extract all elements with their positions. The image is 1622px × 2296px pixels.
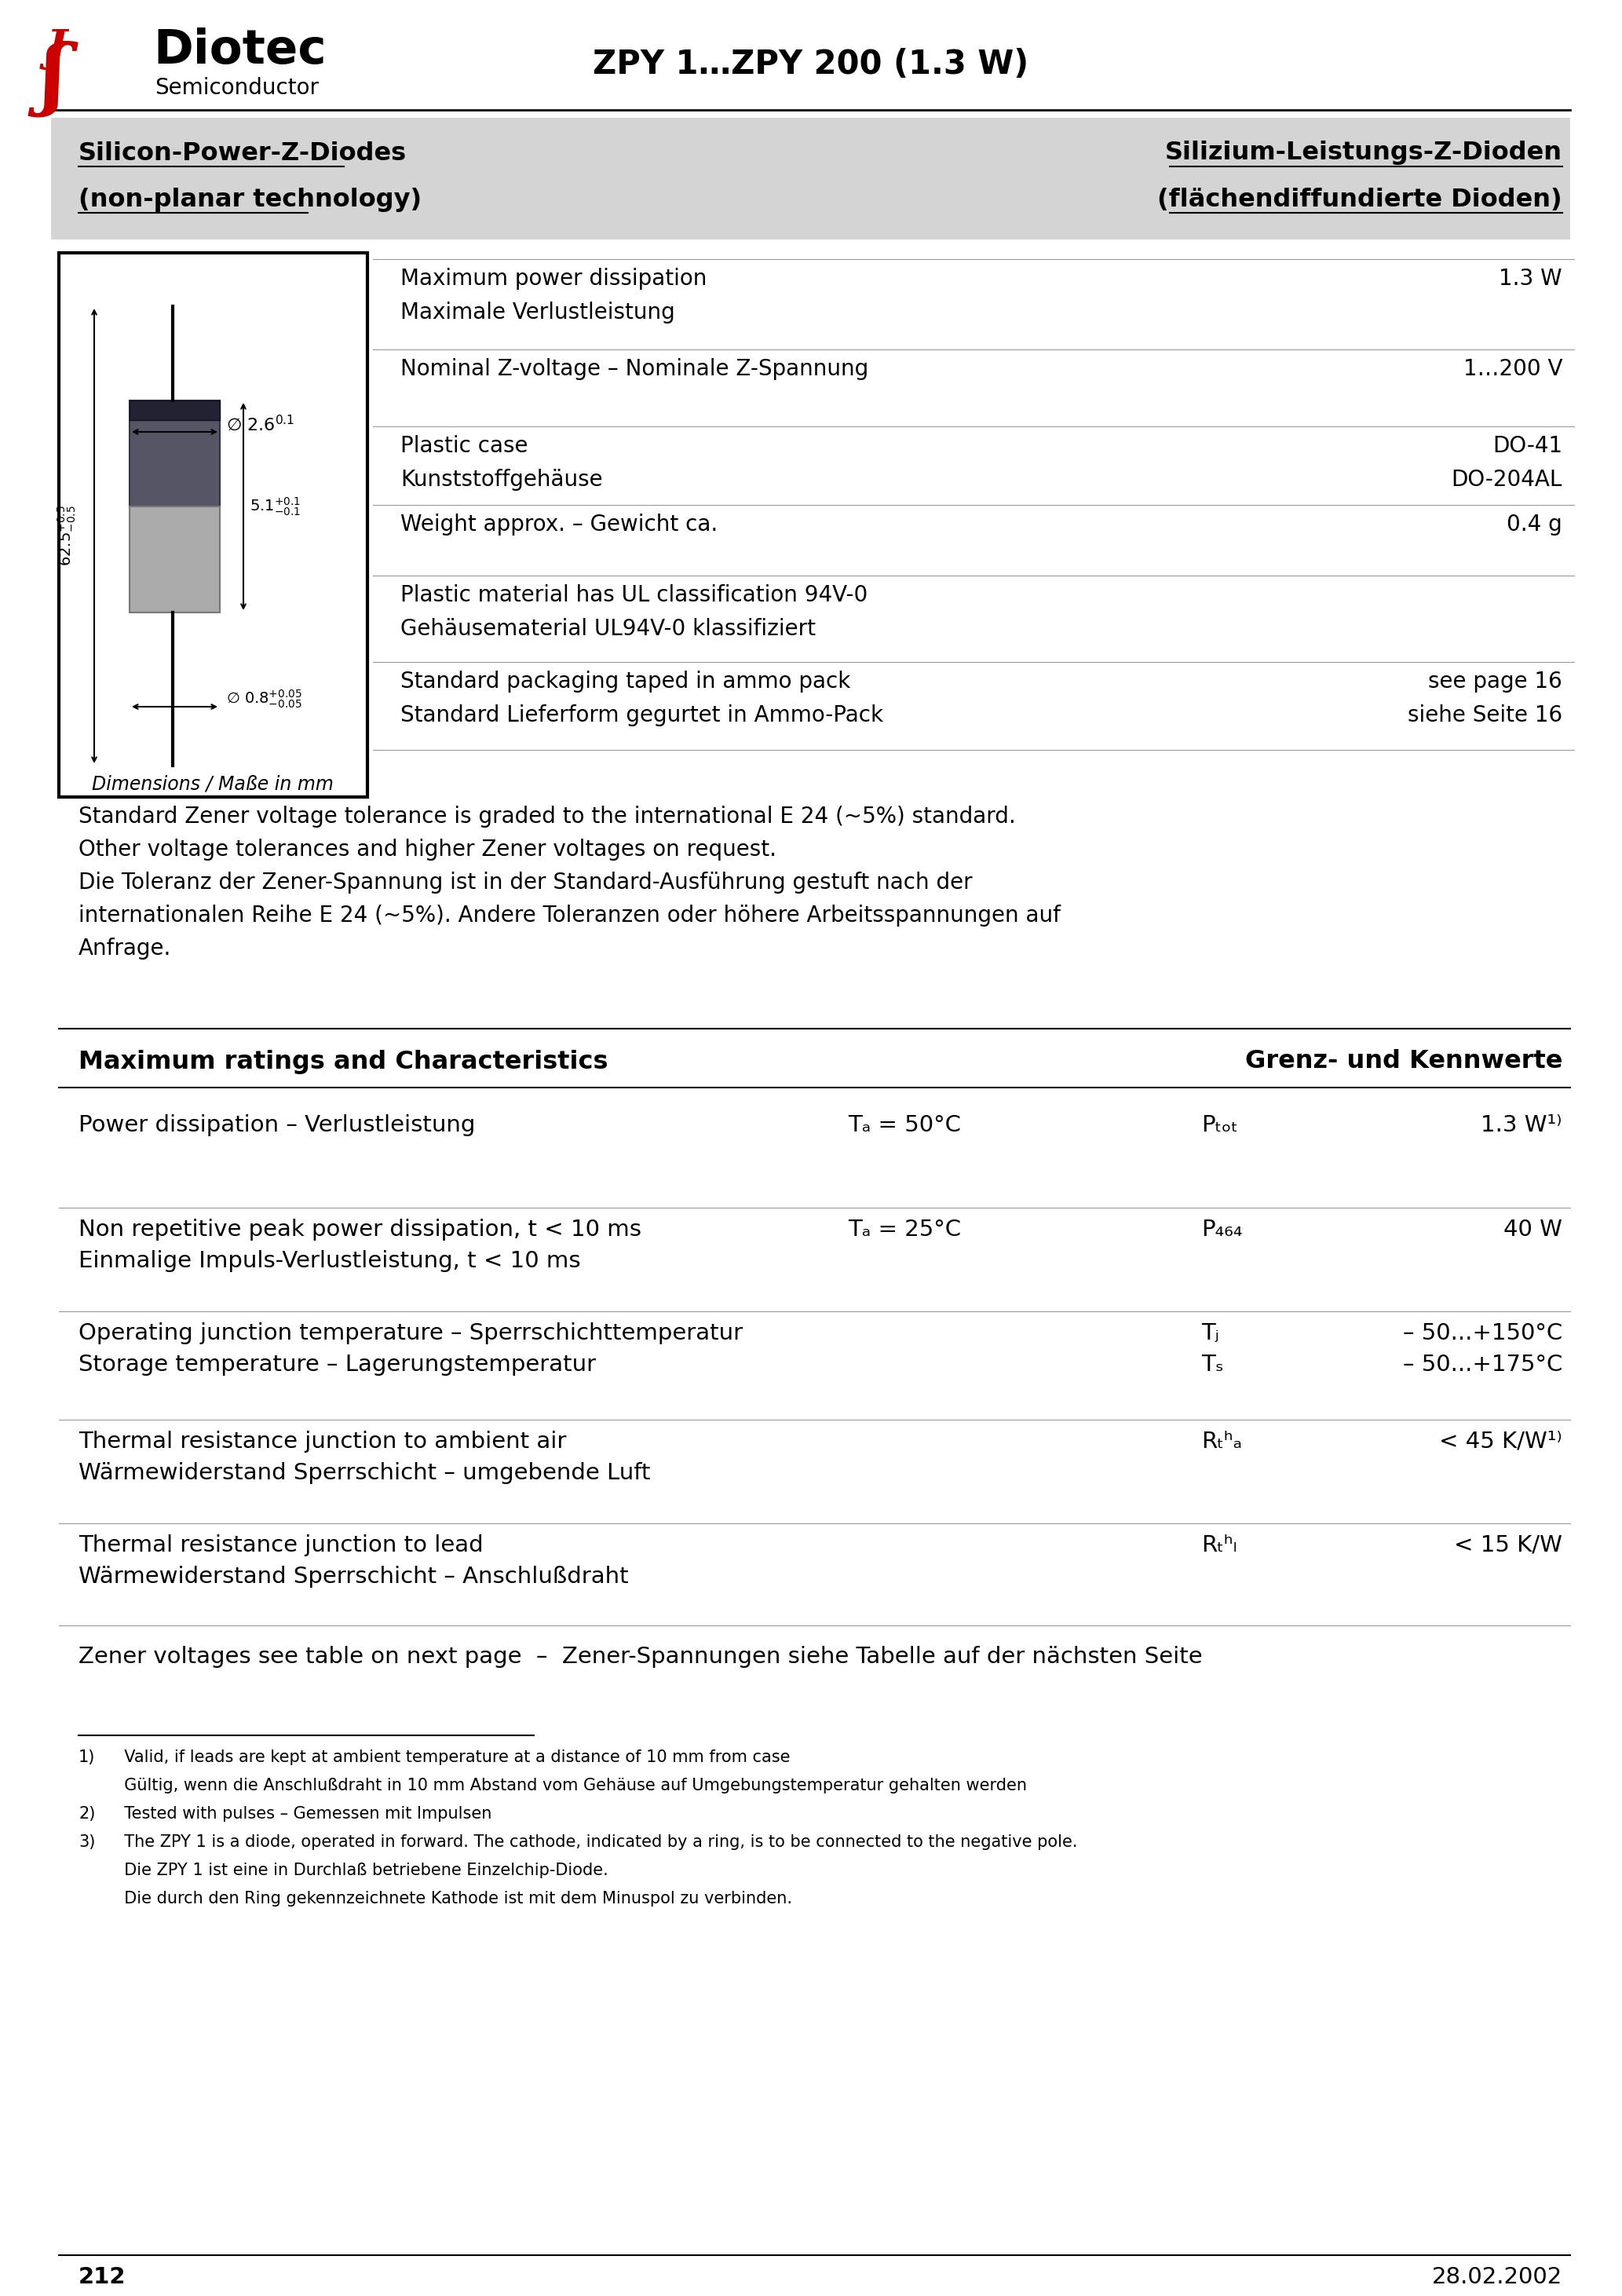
Bar (50, 117, 1570, 239)
Text: 1…200 V: 1…200 V (1463, 358, 1562, 381)
Text: – 50...+150°C: – 50...+150°C (1403, 1322, 1562, 1343)
Text: 62.5$^{+0.5}_{-0.5}$: 62.5$^{+0.5}_{-0.5}$ (57, 505, 78, 567)
Text: Die ZPY 1 ist eine in Durchlaß betriebene Einzelchip-Diode.: Die ZPY 1 ist eine in Durchlaß betrieben… (114, 1862, 608, 1878)
Text: Die durch den Ring gekennzeichnete Kathode ist mit dem Minuspol zu verbinden.: Die durch den Ring gekennzeichnete Katho… (114, 1892, 792, 1906)
Text: Rₜʰₗ: Rₜʰₗ (1202, 1534, 1238, 1557)
Text: Storage temperature – Lagerungstemperatur: Storage temperature – Lagerungstemperatu… (78, 1355, 595, 1375)
Text: Gehäusematerial UL94V-0 klassifiziert: Gehäusematerial UL94V-0 klassifiziert (401, 618, 816, 641)
Text: < 45 K/W¹⁾: < 45 K/W¹⁾ (1439, 1430, 1562, 1453)
Text: Maximale Verlustleistung: Maximale Verlustleistung (401, 301, 675, 324)
Text: Wärmewiderstand Sperrschicht – Anschlußdraht: Wärmewiderstand Sperrschicht – Anschlußd… (78, 1566, 629, 1589)
Text: 0.4 g: 0.4 g (1507, 514, 1562, 535)
Text: 3): 3) (78, 1835, 96, 1851)
Text: Tₐ = 25°C: Tₐ = 25°C (848, 1219, 962, 1240)
Text: Tested with pulses – Gemessen mit Impulsen: Tested with pulses – Gemessen mit Impuls… (114, 1807, 491, 1821)
Text: Einmalige Impuls-Verlustleistung, t < 10 ms: Einmalige Impuls-Verlustleistung, t < 10… (78, 1249, 581, 1272)
Text: Maximum ratings and Characteristics: Maximum ratings and Characteristics (78, 1049, 608, 1075)
Text: Tⱼ: Tⱼ (1202, 1322, 1220, 1343)
Text: Pₜₒₜ: Pₜₒₜ (1202, 1114, 1238, 1137)
Bar (130, 400, 221, 420)
Text: Nominal Z-voltage – Nominale Z-Spannung: Nominal Z-voltage – Nominale Z-Spannung (401, 358, 868, 381)
Text: Valid, if leads are kept at ambient temperature at a distance of 10 mm from case: Valid, if leads are kept at ambient temp… (114, 1750, 790, 1766)
Text: P₄₆₄: P₄₆₄ (1202, 1219, 1242, 1240)
Text: (non-planar technology): (non-planar technology) (78, 188, 422, 214)
Text: 1.3 W¹⁾: 1.3 W¹⁾ (1481, 1114, 1562, 1137)
Text: Maximum power dissipation: Maximum power dissipation (401, 269, 707, 289)
Text: 28.02.2002: 28.02.2002 (1432, 2266, 1562, 2289)
Text: Standard Lieferform gegurtet in Ammo-Pack: Standard Lieferform gegurtet in Ammo-Pac… (401, 705, 884, 726)
Text: Rₜʰₐ: Rₜʰₐ (1202, 1430, 1242, 1453)
Text: (flächendiffundierte Dioden): (flächendiffundierte Dioden) (1158, 188, 1562, 214)
Text: < 15 K/W: < 15 K/W (1453, 1534, 1562, 1557)
Text: internationalen Reihe E 24 (~5%). Andere Toleranzen oder höhere Arbeitsspannunge: internationalen Reihe E 24 (~5%). Andere… (78, 905, 1061, 928)
Text: 40 W: 40 W (1504, 1219, 1562, 1240)
Text: 1.3 W: 1.3 W (1499, 269, 1562, 289)
Text: ʃ: ʃ (41, 41, 67, 117)
Text: Plastic material has UL classification 94V-0: Plastic material has UL classification 9… (401, 583, 868, 606)
Text: see page 16: see page 16 (1429, 670, 1562, 693)
Text: Operating junction temperature – Sperrschichttemperatur: Operating junction temperature – Sperrsc… (78, 1322, 743, 1343)
Text: siehe Seite 16: siehe Seite 16 (1408, 705, 1562, 726)
Text: Wärmewiderstand Sperrschicht – umgebende Luft: Wärmewiderstand Sperrschicht – umgebende… (78, 1463, 650, 1483)
Text: Thermal resistance junction to ambient air: Thermal resistance junction to ambient a… (78, 1430, 566, 1453)
Text: Dimensions / Maße in mm: Dimensions / Maße in mm (92, 774, 334, 792)
Text: Zener voltages see table on next page  –  Zener-Spannungen siehe Tabelle auf der: Zener voltages see table on next page – … (78, 1646, 1202, 1667)
Text: DO-41: DO-41 (1492, 434, 1562, 457)
Text: ZPY 1…ZPY 200 (1.3 W): ZPY 1…ZPY 200 (1.3 W) (594, 48, 1028, 80)
Text: 212: 212 (78, 2266, 127, 2289)
Text: Die Toleranz der Zener-Spannung ist in der Standard-Ausführung gestuft nach der: Die Toleranz der Zener-Spannung ist in d… (78, 872, 973, 893)
Text: Power dissipation – Verlustleistung: Power dissipation – Verlustleistung (78, 1114, 475, 1137)
Text: Standard packaging taped in ammo pack: Standard packaging taped in ammo pack (401, 670, 850, 693)
Text: DO-204AL: DO-204AL (1452, 468, 1562, 491)
Text: Standard Zener voltage tolerance is graded to the international E 24 (~5%) stand: Standard Zener voltage tolerance is grad… (78, 806, 1015, 827)
Text: Kunststoffgehäuse: Kunststoffgehäuse (401, 468, 603, 491)
Text: Thermal resistance junction to lead: Thermal resistance junction to lead (78, 1534, 483, 1557)
Text: Semiconductor: Semiconductor (154, 78, 320, 99)
Text: J: J (45, 28, 67, 71)
Text: Non repetitive peak power dissipation, t < 10 ms: Non repetitive peak power dissipation, t… (78, 1219, 641, 1240)
Text: Silizium-Leistungs-Z-Dioden: Silizium-Leistungs-Z-Dioden (1165, 140, 1562, 165)
Bar (58, 253, 368, 797)
Text: Anfrage.: Anfrage. (78, 937, 172, 960)
Text: 5.1$^{+0.1}_{-0.1}$: 5.1$^{+0.1}_{-0.1}$ (250, 496, 300, 517)
Text: Gültig, wenn die Anschlußdraht in 10 mm Abstand vom Gehäuse auf Umgebungstempera: Gültig, wenn die Anschlußdraht in 10 mm … (114, 1777, 1027, 1793)
Text: 2): 2) (78, 1807, 96, 1821)
Text: – 50...+175°C: – 50...+175°C (1403, 1355, 1562, 1375)
Text: Grenz- und Kennwerte: Grenz- und Kennwerte (1244, 1049, 1562, 1075)
Text: $\emptyset$ 0.8$^{+0.05}_{-0.05}$: $\emptyset$ 0.8$^{+0.05}_{-0.05}$ (225, 689, 302, 709)
Text: Weight approx. – Gewicht ca.: Weight approx. – Gewicht ca. (401, 514, 719, 535)
Text: Tₛ: Tₛ (1202, 1355, 1223, 1375)
Text: Plastic case: Plastic case (401, 434, 529, 457)
Text: Diotec: Diotec (152, 28, 326, 73)
Text: Other voltage tolerances and higher Zener voltages on request.: Other voltage tolerances and higher Zene… (78, 838, 777, 861)
Text: Silicon-Power-Z-Diodes: Silicon-Power-Z-Diodes (78, 140, 407, 165)
Text: Tₐ = 50°C: Tₐ = 50°C (848, 1114, 960, 1137)
Bar (130, 507, 221, 613)
Bar (130, 400, 221, 507)
Text: $\emptyset$ 2.6$^{0.1}$: $\emptyset$ 2.6$^{0.1}$ (225, 413, 295, 434)
Text: 1): 1) (78, 1750, 96, 1766)
Text: The ZPY 1 is a diode, operated in forward. The cathode, indicated by a ring, is : The ZPY 1 is a diode, operated in forwar… (114, 1835, 1077, 1851)
